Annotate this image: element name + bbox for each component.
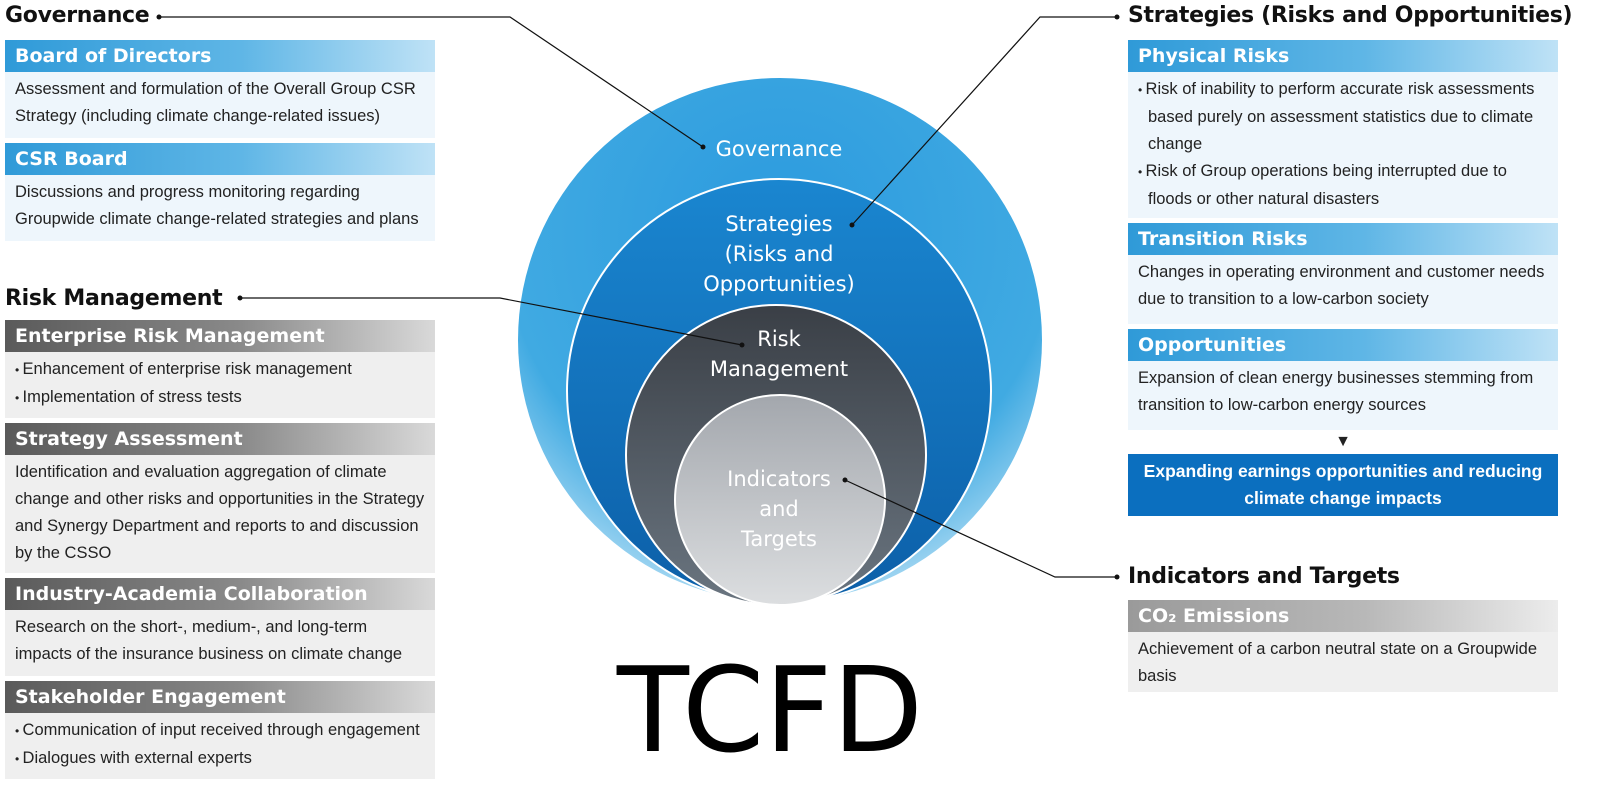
opportunities-text: Expansion of clean energy businesses ste… <box>1128 361 1558 430</box>
tcfd-logo-text: TCFD <box>616 641 924 779</box>
stakeholder-bullet: Dialogues with external experts <box>15 745 425 773</box>
erm-header: Enterprise Risk Management <box>5 320 435 352</box>
strategy-assessment-header: Strategy Assessment <box>5 423 435 455</box>
risk-management-panel: Risk Management Enterprise Risk Manageme… <box>5 283 435 779</box>
co2-emissions-text: Achievement of a carbon neutral state on… <box>1128 632 1558 692</box>
circle-label-strategies-2: (Risks and <box>725 242 834 266</box>
connector-governance <box>159 16 704 148</box>
stakeholder-engagement-header: Stakeholder Engagement <box>5 681 435 713</box>
industry-academia-text: Research on the short-, medium-, and lon… <box>5 610 435 676</box>
transition-risks-text: Changes in operating environment and cus… <box>1128 255 1558 324</box>
circle-label-risk-2: Management <box>710 357 848 381</box>
physical-risks-body: Risk of inability to perform accurate ri… <box>1128 72 1558 218</box>
stakeholder-bullet: Communication of input received through … <box>15 717 425 745</box>
erm-body: Enhancement of enterprise risk managemen… <box>5 352 435 418</box>
co2-emissions-header: CO₂ Emissions <box>1128 600 1558 632</box>
connector-risk <box>240 297 743 346</box>
stakeholder-engagement-body: Communication of input received through … <box>5 713 435 779</box>
industry-academia-header: Industry-Academia Collaboration <box>5 578 435 610</box>
circle-label-indicators-3: Targets <box>740 527 817 551</box>
circle-label-strategies-3: Opportunities) <box>703 272 854 296</box>
indicators-circle <box>674 394 886 606</box>
circle-label-strategies-1: Strategies <box>725 212 832 236</box>
board-of-directors-text: Assessment and formulation of the Overal… <box>5 72 435 138</box>
csr-board-text: Discussions and progress monitoring rega… <box>5 175 435 241</box>
circle-label-indicators-2: and <box>759 497 799 521</box>
board-of-directors-header: Board of Directors <box>5 40 435 72</box>
strategies-panel: Strategies (Risks and Opportunities) Phy… <box>1128 0 1573 516</box>
circle-label-indicators-1: Indicators <box>727 467 831 491</box>
risk-management-title: Risk Management <box>5 286 223 311</box>
connector-indicators <box>844 479 1117 578</box>
circle-label-governance: Governance <box>716 137 843 161</box>
connector-strategies <box>851 16 1117 226</box>
strategies-title: Strategies (Risks and Opportunities) <box>1128 3 1573 28</box>
indicators-panel: Indicators and Targets CO₂ Emissions Ach… <box>1128 561 1558 692</box>
opportunities-header: Opportunities <box>1128 329 1558 361</box>
transition-risks-header: Transition Risks <box>1128 223 1558 255</box>
governance-title: Governance <box>5 3 150 28</box>
physical-risk-bullet: Risk of Group operations being interrupt… <box>1138 158 1548 213</box>
physical-risks-header: Physical Risks <box>1128 40 1558 72</box>
governance-panel: Governance Board of Directors Assessment… <box>5 0 435 241</box>
strategy-assessment-text: Identification and evaluation aggregatio… <box>5 455 435 573</box>
circle-label-risk-1: Risk <box>757 327 801 351</box>
physical-risk-bullet: Risk of inability to perform accurate ri… <box>1138 76 1548 158</box>
csr-board-header: CSR Board <box>5 143 435 175</box>
erm-bullet: Implementation of stress tests <box>15 384 425 412</box>
erm-bullet: Enhancement of enterprise risk managemen… <box>15 356 425 384</box>
result-box: Expanding earnings opportunities and red… <box>1128 454 1558 516</box>
down-arrow-icon: ▼ <box>1335 433 1351 450</box>
indicators-title: Indicators and Targets <box>1128 564 1400 589</box>
